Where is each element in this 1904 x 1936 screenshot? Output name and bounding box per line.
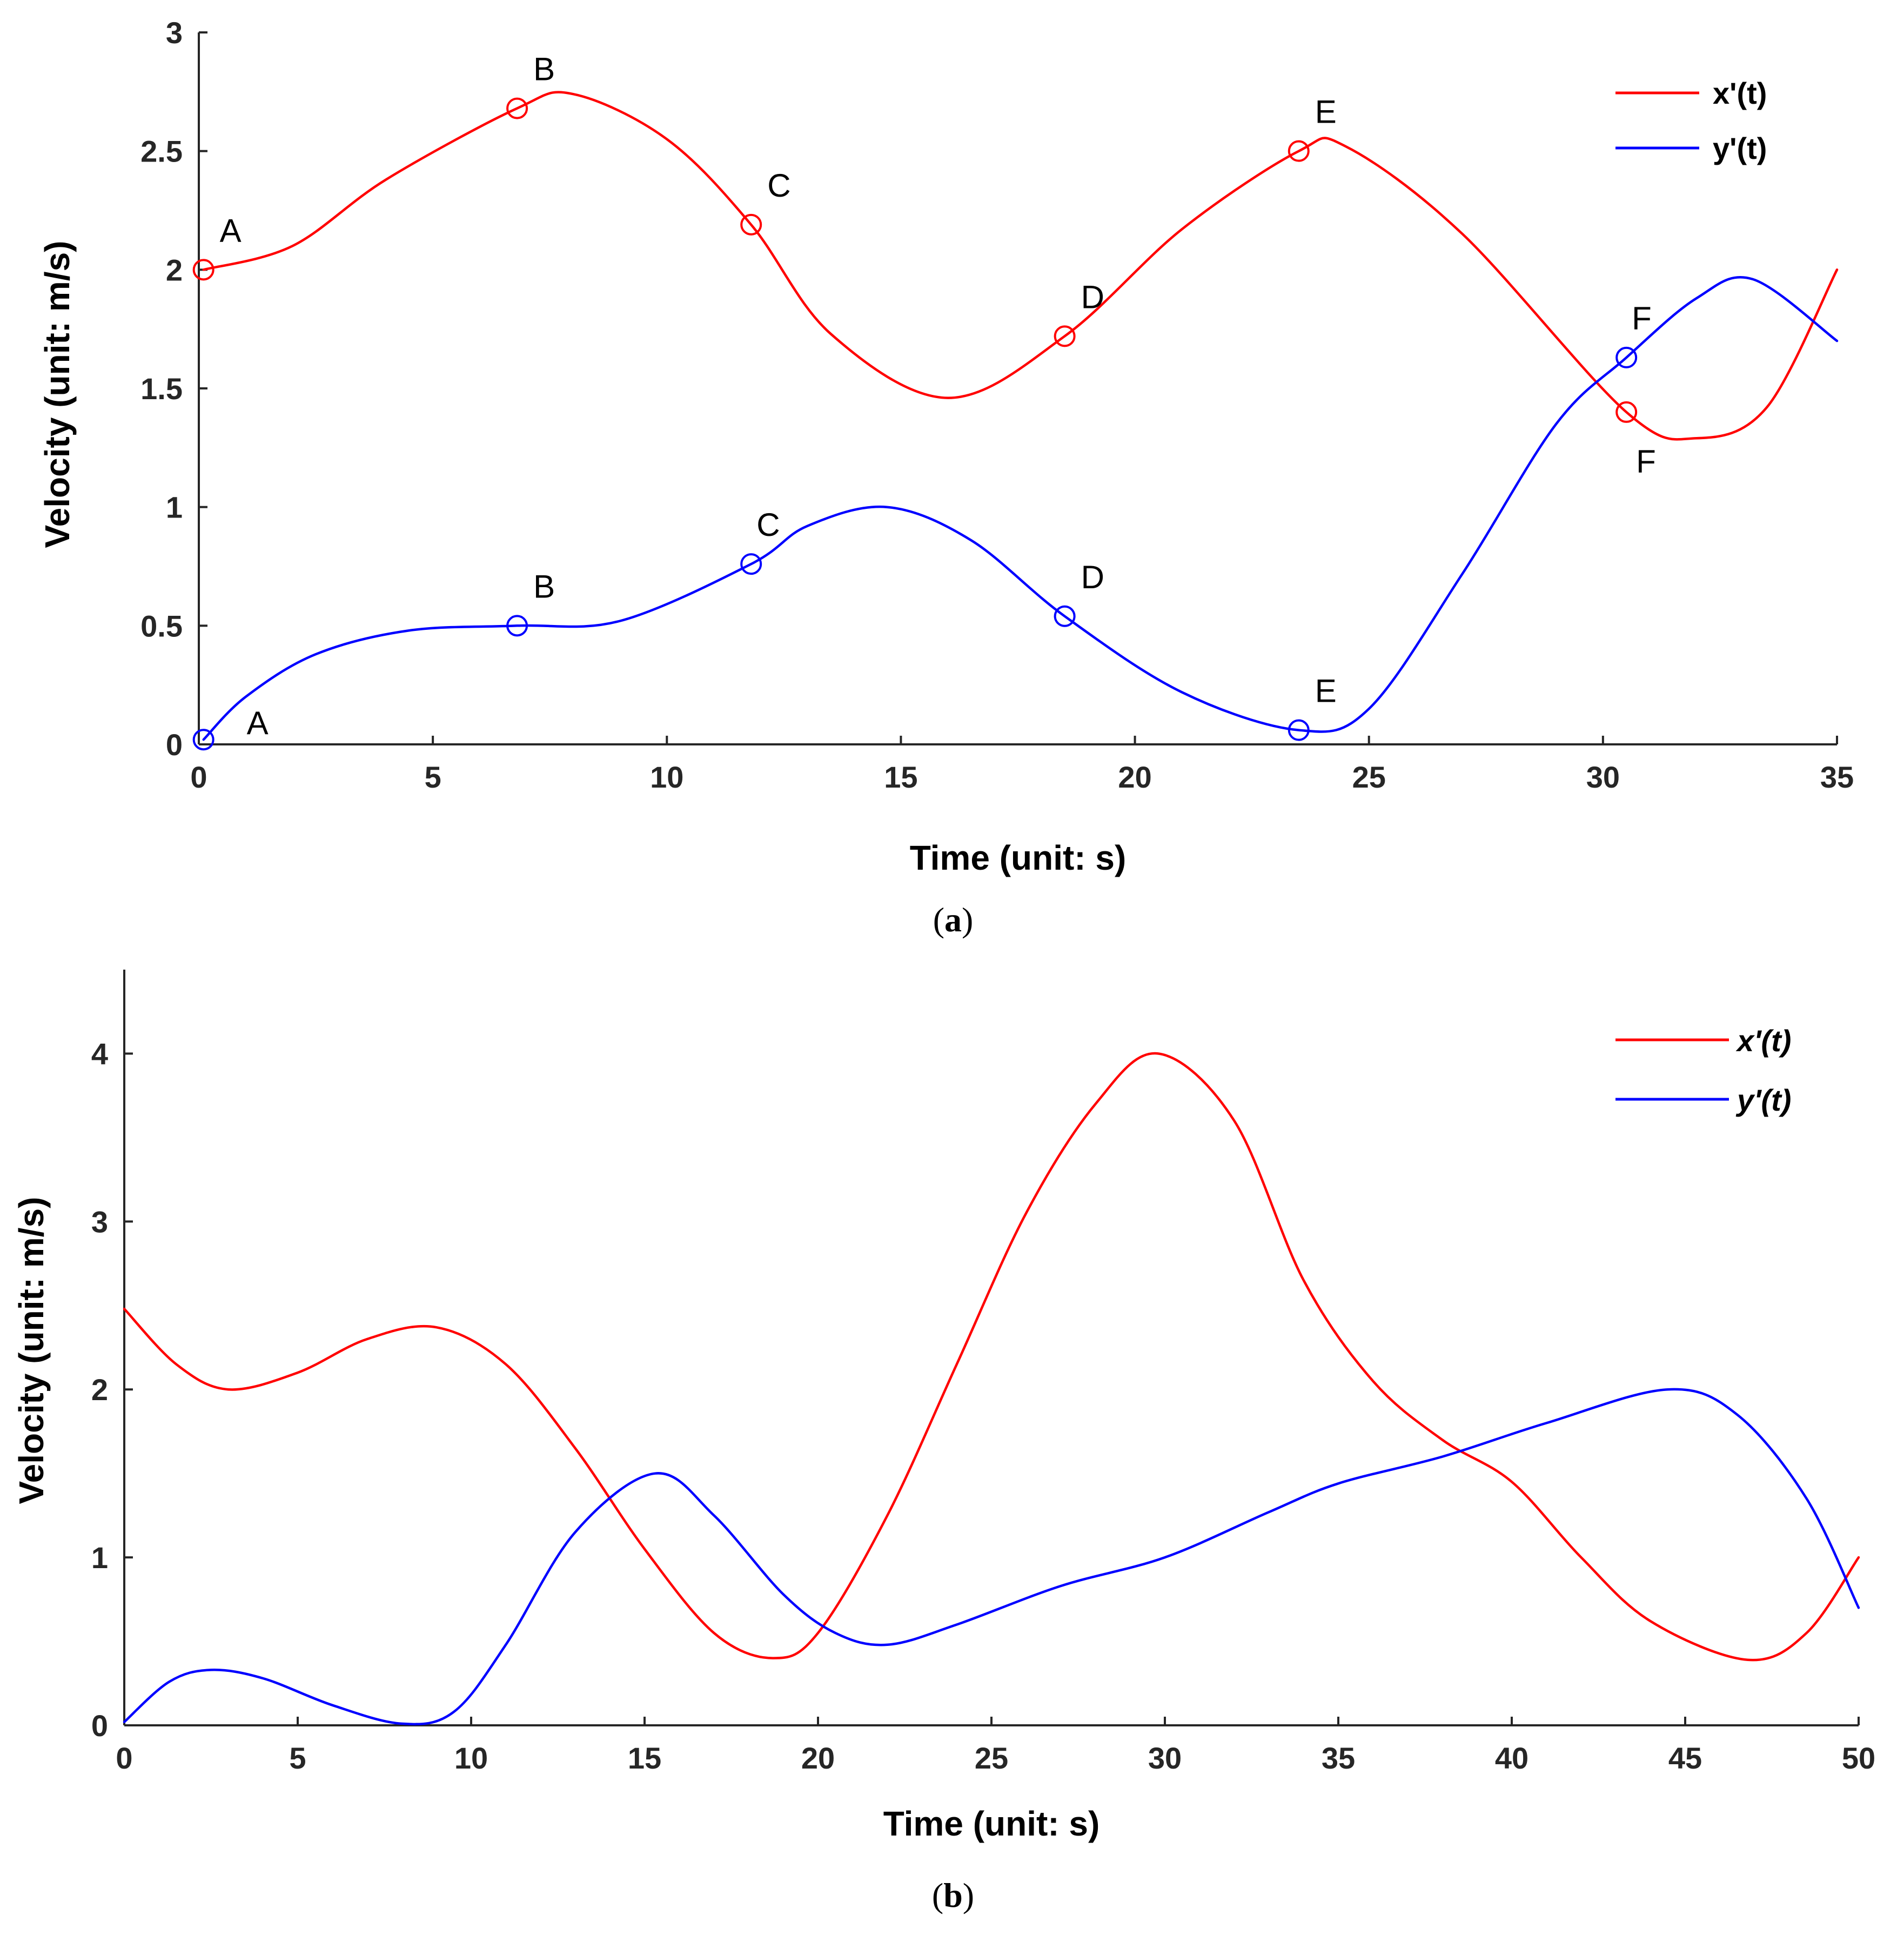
- point-label-f: F: [1632, 300, 1652, 337]
- series-line-x-prime: [202, 91, 1839, 441]
- panel-a: 0 5 10 15 20 25 30 35 0 0.5 1 1.5 2 2.5 3 A B C D E F A B C D E…: [38, 16, 1854, 939]
- point-marker-d: [1054, 325, 1076, 347]
- x-tick-label: 45: [1668, 1741, 1702, 1775]
- x-tick-label: 20: [1118, 760, 1151, 794]
- point-label-a: A: [220, 212, 242, 248]
- y-tick-label: 3: [91, 1205, 108, 1239]
- y-axis-label-a: Velocity (unit: m/s): [38, 241, 77, 548]
- x-tick-label: 15: [628, 1741, 661, 1775]
- point-label-d: D: [1081, 279, 1104, 315]
- x-tick-label: 20: [801, 1741, 835, 1775]
- point-label-a: A: [247, 705, 269, 741]
- point-label-c: C: [756, 507, 780, 543]
- point-label-b: B: [533, 568, 555, 604]
- point-marker-b: [506, 615, 528, 637]
- panel-b: 0 5 10 15 20 25 30 35 40 45 50 0 1 2 3 4 x'(t) y'(t) T…: [12, 970, 1875, 1914]
- y-tick-label: 1: [166, 490, 183, 525]
- x-tick-label: 0: [116, 1741, 132, 1775]
- point-marker-e: [1288, 719, 1310, 741]
- legend-label-x-prime: x'(t): [1713, 76, 1767, 110]
- x-tick-label: 0: [190, 760, 207, 794]
- caption-a-letter: a: [944, 900, 962, 939]
- y-tick-label: 2.5: [140, 135, 183, 169]
- x-tick-label: 25: [1352, 760, 1386, 794]
- caption-b: (b): [932, 1876, 974, 1914]
- x-axis-label-b: Time (unit: s): [883, 1804, 1100, 1843]
- y-tick-label: 4: [91, 1037, 108, 1071]
- x-tick-label: 35: [1322, 1741, 1355, 1775]
- y-tick-label: 0: [166, 728, 183, 762]
- x-tick-label: 5: [425, 760, 441, 794]
- point-label-e: E: [1315, 94, 1337, 130]
- y-tick-label: 0.5: [140, 609, 183, 643]
- x-tick-label: 5: [289, 1741, 306, 1775]
- point-label-d: D: [1081, 559, 1104, 595]
- y-tick-label: 0: [91, 1709, 108, 1743]
- legend-label-y-prime: y'(t): [1713, 131, 1767, 165]
- y-tick-label: 1: [91, 1541, 108, 1575]
- x-tick-label: 15: [884, 760, 917, 794]
- x-tick-label: 25: [975, 1741, 1008, 1775]
- x-tick-label: 35: [1820, 760, 1854, 794]
- point-marker-b: [506, 97, 528, 119]
- x-tick-label: 10: [650, 760, 683, 794]
- caption-b-letter: b: [943, 1876, 963, 1914]
- point-marker-a: [192, 259, 214, 281]
- x-tick-label: 30: [1148, 1741, 1182, 1775]
- y-tick-label: 3: [166, 16, 183, 50]
- caption-a: (a): [933, 900, 974, 939]
- y-tick-label: 2: [91, 1373, 108, 1407]
- y-tick-label: 2: [166, 253, 183, 287]
- point-marker-a: [192, 729, 214, 751]
- legend-b: x'(t) y'(t): [1615, 1024, 1791, 1117]
- point-marker-d: [1054, 605, 1076, 627]
- point-label-f: F: [1636, 443, 1656, 480]
- point-marker-e: [1288, 140, 1310, 162]
- point-marker-c: [740, 213, 762, 236]
- point-label-e: E: [1315, 673, 1337, 709]
- series-line-x-prime: [123, 1052, 1860, 1662]
- x-tick-label: 30: [1586, 760, 1620, 794]
- point-marker-f: [1615, 401, 1638, 423]
- legend-a: x'(t) y'(t): [1615, 76, 1767, 165]
- legend-label-x-prime: x'(t): [1735, 1024, 1791, 1058]
- series-line-y-prime: [202, 275, 1839, 741]
- point-label-c: C: [767, 167, 790, 204]
- x-axis-label-a: Time (unit: s): [910, 838, 1127, 877]
- x-tick-label: 10: [454, 1741, 488, 1775]
- x-tick-label: 40: [1495, 1741, 1528, 1775]
- y-tick-label: 1.5: [140, 372, 183, 406]
- y-axis-label-b: Velocity (unit: m/s): [12, 1197, 51, 1504]
- x-tick-label: 50: [1842, 1741, 1875, 1775]
- legend-label-y-prime: y'(t): [1735, 1083, 1791, 1117]
- point-marker-c: [740, 553, 762, 575]
- point-marker-f: [1615, 346, 1638, 368]
- point-label-b: B: [533, 51, 555, 88]
- series-line-y-prime: [123, 1388, 1860, 1726]
